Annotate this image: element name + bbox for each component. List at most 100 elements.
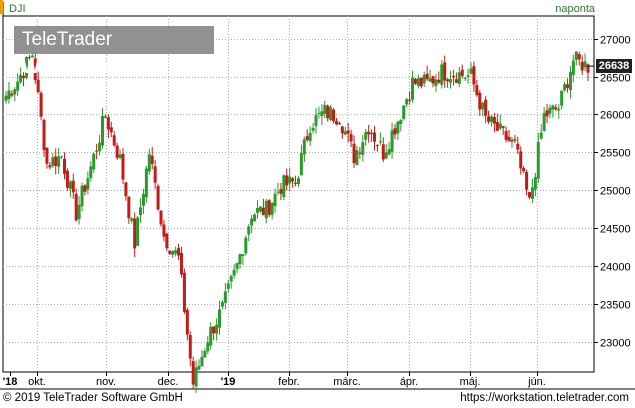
url-link[interactable]: https://workstation.teletrader.com [460, 392, 629, 404]
candle-body [30, 55, 34, 58]
candle-body [103, 116, 107, 118]
candle-body [492, 117, 496, 124]
x-tick-label: márc. [333, 376, 361, 388]
candle-body [460, 69, 464, 76]
candle-body [478, 92, 482, 110]
symbol-marker [0, 0, 3, 14]
candle-body [238, 254, 242, 265]
candle-body [7, 90, 11, 99]
plot-area [2, 15, 595, 373]
candle-body [273, 193, 277, 207]
candle-body [449, 79, 453, 83]
candle-body [525, 172, 529, 190]
candle-body [197, 365, 201, 370]
candle-body [13, 89, 17, 95]
candle-body [314, 114, 318, 126]
candle-body [191, 361, 195, 385]
candle-body [141, 193, 145, 206]
candle-body [302, 139, 306, 155]
candle-body [68, 181, 72, 189]
candle-body [308, 132, 312, 142]
candle-body [168, 251, 172, 254]
candle-body [557, 108, 561, 111]
candle-body [393, 128, 397, 135]
candle-body [405, 99, 409, 105]
candle-body [516, 143, 520, 150]
candle-body [413, 79, 417, 84]
candle-body [288, 176, 292, 184]
candle-body [469, 68, 473, 74]
candle-body [332, 109, 336, 121]
candle-body [408, 99, 412, 101]
period-label[interactable]: naponta [555, 3, 595, 15]
candle-body [71, 180, 75, 193]
candle-body [560, 90, 564, 106]
candle-body [349, 134, 353, 142]
y-tick-label: 27000 [600, 35, 631, 47]
candle-body [45, 147, 49, 164]
candle-body [489, 116, 493, 123]
x-tick-label: '18 [3, 376, 18, 388]
candle-body [89, 166, 93, 178]
candle-body [203, 351, 207, 358]
candle-body [177, 248, 181, 256]
y-tick-label: 24000 [600, 262, 631, 274]
candle-body [267, 200, 271, 215]
copyright-text: © 2019 TeleTrader Software GmbH [3, 392, 183, 404]
candle-body [162, 224, 166, 237]
candle-body [296, 178, 300, 185]
candle-body [27, 57, 31, 59]
candle-body [536, 141, 540, 179]
candle-body [241, 254, 245, 257]
candle-body [57, 156, 61, 167]
candle-body [343, 131, 347, 135]
candle-body [384, 152, 388, 159]
candle-body [139, 207, 143, 216]
candle-body [217, 309, 221, 328]
candle-body [507, 136, 511, 141]
candle-body [156, 185, 160, 210]
candle-body [437, 79, 441, 83]
candle-body [396, 121, 400, 134]
candle-body [542, 112, 546, 132]
candle-body [358, 152, 362, 154]
y-tick-label: 26000 [600, 110, 631, 122]
candle-body [390, 130, 394, 152]
candle-body [530, 187, 534, 199]
candle-body [256, 208, 260, 213]
candle-body [472, 66, 476, 85]
candle-body [206, 342, 210, 352]
candle-body [54, 156, 58, 166]
candle-body [510, 139, 514, 143]
candle-body [320, 111, 324, 116]
candle-body [144, 168, 148, 198]
candle-body [563, 84, 567, 91]
candle-body [340, 126, 344, 134]
candle-body [370, 132, 374, 134]
candle-body [109, 127, 113, 133]
candle-body [212, 326, 216, 334]
y-tick-label: 23500 [600, 300, 631, 312]
candle-body [425, 73, 429, 80]
candle-body [513, 139, 517, 141]
x-tick-label: nov. [96, 376, 116, 388]
candle-body [10, 93, 14, 96]
candle-body [264, 200, 268, 219]
candle-body [299, 153, 303, 176]
candle-body [250, 218, 254, 226]
candle-body [147, 154, 151, 172]
candle-body [329, 107, 333, 120]
candle-body [118, 154, 122, 158]
candle-body [566, 84, 570, 88]
symbol-label[interactable]: DJI [9, 3, 26, 15]
candle-body [364, 132, 368, 140]
candle-body [136, 217, 140, 246]
candle-body [229, 276, 233, 282]
candle-body [51, 157, 55, 166]
candle-body [399, 120, 403, 124]
candle-body [580, 61, 584, 71]
candle-body [475, 85, 479, 96]
candle-body [253, 214, 257, 222]
